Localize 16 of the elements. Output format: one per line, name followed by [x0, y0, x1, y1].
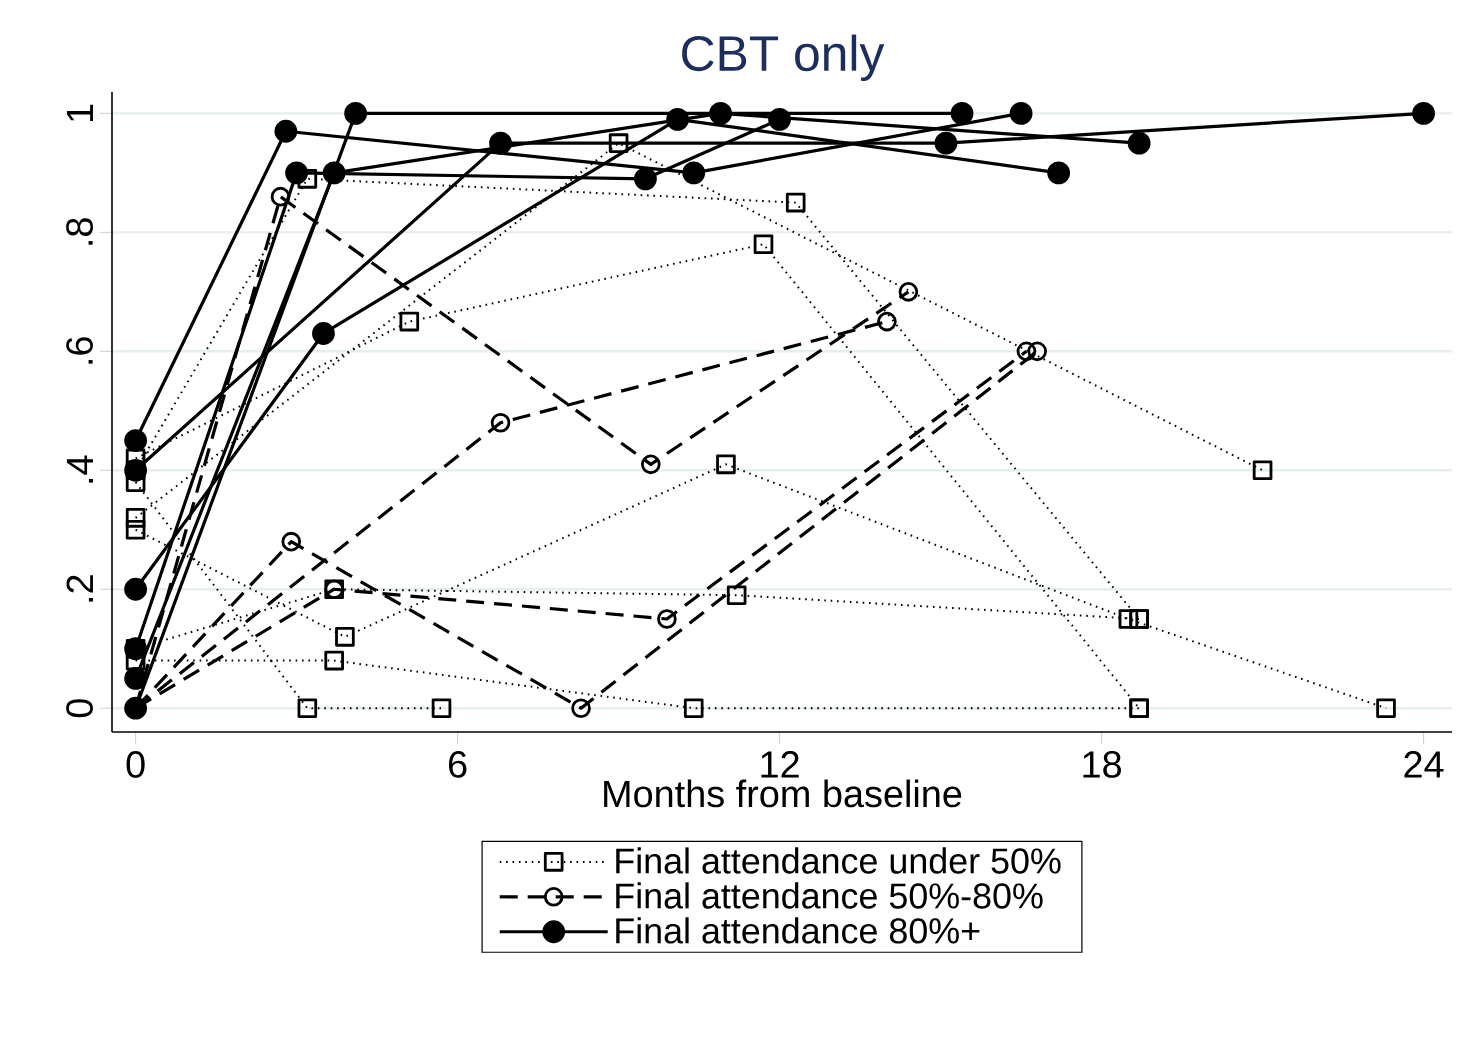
x-tick-label: 24 — [1404, 751, 1444, 778]
legend-label: Final attendance under 50% — [616, 847, 1061, 874]
legend-label: Final attendance 50%-80% — [616, 882, 1043, 909]
x-tick-label: 0 — [126, 751, 145, 778]
x-tick-label: 12 — [761, 751, 799, 778]
y-tick-label: .4 — [66, 455, 93, 483]
chart-title: CBT only — [682, 34, 885, 81]
y-tick-label: 1 — [66, 104, 93, 122]
y-tick-label: .2 — [66, 575, 93, 602]
x-tick-label: 18 — [1083, 751, 1121, 778]
x-tick-label: 6 — [448, 751, 467, 778]
y-tick-label: .8 — [66, 218, 93, 245]
x-axis-title: Months from baseline — [604, 779, 962, 808]
y-tick-label: 0 — [66, 699, 93, 718]
y-tick-label: .6 — [66, 337, 93, 364]
legend-label: Final attendance 80%+ — [616, 917, 980, 944]
